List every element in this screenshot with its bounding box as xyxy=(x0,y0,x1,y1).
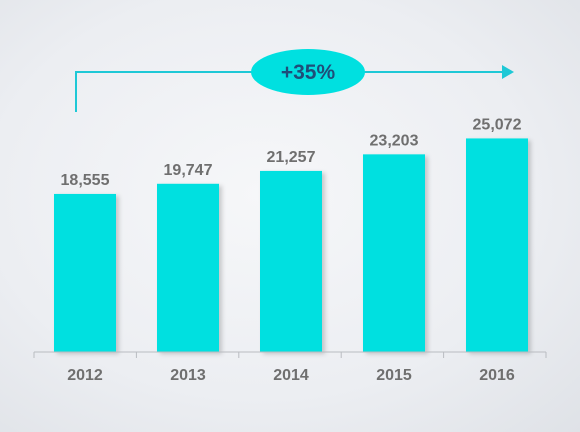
value-label-2015: 23,203 xyxy=(370,132,419,149)
value-label-2012: 18,555 xyxy=(61,172,110,189)
labels-layer: 18,555 2012 19,747 2013 21,257 2014 23,203 2015… xyxy=(61,116,522,384)
growth-badge-label: +35% xyxy=(281,61,336,84)
bar-2014 xyxy=(260,170,322,352)
x-axis xyxy=(33,351,547,358)
bar-2015 xyxy=(363,154,425,352)
category-label-2014: 2014 xyxy=(273,367,309,384)
category-label-2015: 2015 xyxy=(376,367,412,384)
value-label-2016: 25,072 xyxy=(473,116,522,133)
bar-2013 xyxy=(157,183,219,352)
bar-2016 xyxy=(466,138,528,352)
value-label-2013: 19,747 xyxy=(164,162,213,179)
arrow-head-icon xyxy=(502,65,514,79)
category-label-2016: 2016 xyxy=(479,367,515,384)
growth-badge xyxy=(251,49,365,95)
value-label-2014: 21,257 xyxy=(267,149,316,166)
bar-2012 xyxy=(54,193,116,352)
growth-annotation: +35% xyxy=(75,49,514,112)
category-label-2013: 2013 xyxy=(170,367,206,384)
category-label-2012: 2012 xyxy=(67,367,103,384)
bars-layer xyxy=(54,138,528,352)
